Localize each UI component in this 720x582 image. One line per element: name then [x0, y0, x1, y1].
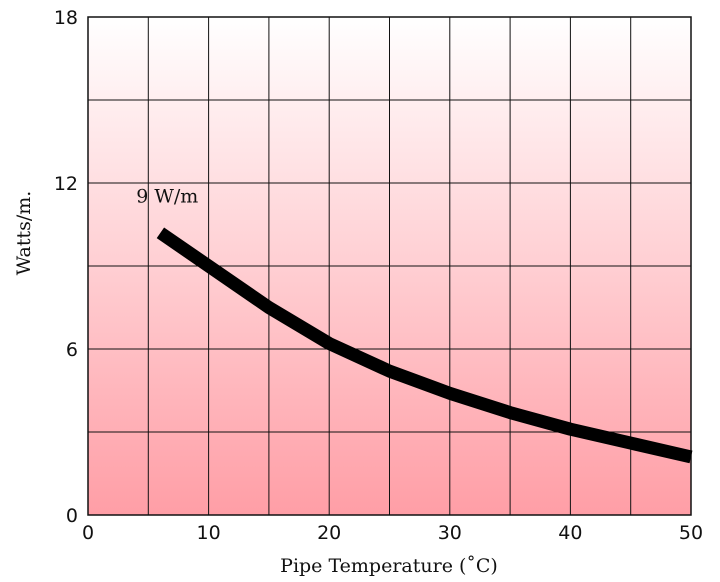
plot-frame	[87, 16, 692, 516]
x-axis-label: Pipe Temperature (˚C)	[280, 555, 498, 577]
series-annotation: 9 W/m	[136, 185, 198, 207]
annotations: 9 W/m	[136, 185, 198, 207]
x-tick-label: 30	[438, 522, 462, 544]
y-tick-label: 12	[54, 173, 78, 195]
x-tick-label: 40	[558, 522, 582, 544]
y-tick-label: 18	[54, 7, 78, 29]
x-tick-label: 10	[197, 522, 221, 544]
x-tick-label: 20	[317, 522, 341, 544]
y-tick-label: 0	[66, 505, 78, 527]
y-tick-labels: 0 6 12 18	[54, 7, 78, 527]
y-tick-label: 6	[66, 339, 78, 361]
y-axis-label: Watts/m.	[13, 191, 35, 276]
x-tick-labels: 0 10 20 30 40 50	[82, 522, 703, 544]
series-line	[156, 227, 693, 464]
series-layer	[156, 227, 693, 464]
x-tick-label: 50	[679, 522, 703, 544]
x-tick-label: 0	[82, 522, 94, 544]
